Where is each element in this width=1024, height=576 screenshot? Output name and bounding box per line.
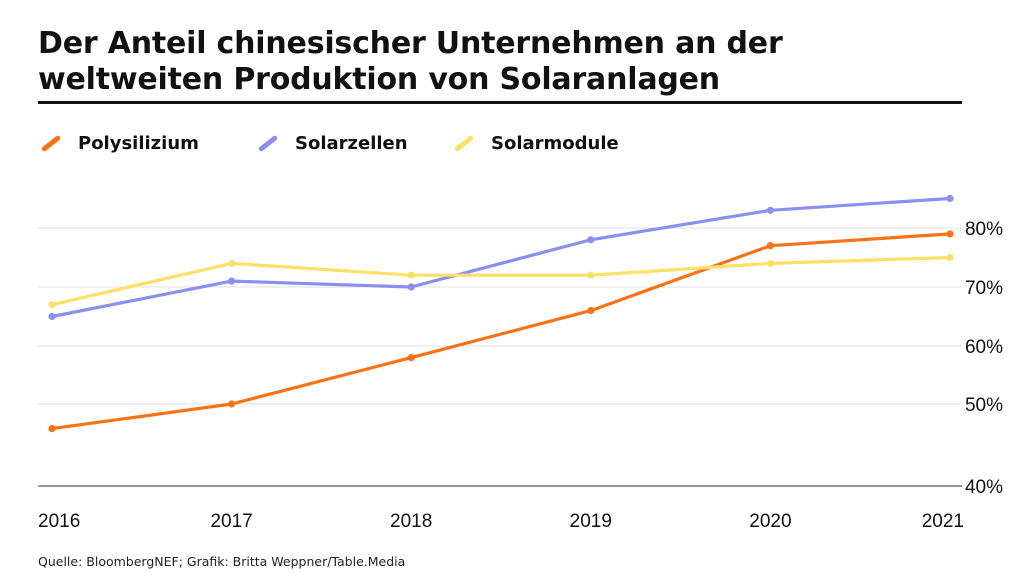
series-polysilizium <box>48 230 954 433</box>
y-tick-label-40: 40% <box>965 477 1003 498</box>
point-solarzellen-2021 <box>946 194 954 203</box>
point-solarmodule-2020 <box>766 259 775 267</box>
x-axis-ticks: 2016 2017 2018 2019 2020 2021 <box>38 511 964 532</box>
line-polysilizium <box>50 232 952 431</box>
y-tick-label-80: 80% <box>965 219 1003 240</box>
line-solarzellen <box>50 196 952 319</box>
point-polysilizium-2020 <box>766 242 775 250</box>
series-solarmodule <box>48 253 954 309</box>
point-solarmodule-2018 <box>407 271 415 279</box>
point-solarmodule-2021 <box>946 253 954 262</box>
point-polysilizium-2016 <box>48 425 56 433</box>
legend: Polysilizium Solarzellen Solarmodule <box>0 127 1024 159</box>
point-polysilizium-2019 <box>587 307 595 315</box>
point-solarmodule-2019 <box>587 271 595 279</box>
y-tick-label-60: 60% <box>965 337 1003 358</box>
point-solarzellen-2016 <box>48 312 56 321</box>
legend-label-solarzellen: Solarzellen <box>295 132 408 154</box>
legend-item-solarmodule: Solarmodule <box>451 127 619 159</box>
x-tick-label-2019: 2019 <box>570 511 612 532</box>
x-tick-label-2016: 2016 <box>38 511 80 532</box>
point-polysilizium-2021 <box>946 230 954 238</box>
series-solarzellen <box>48 194 954 321</box>
point-solarzellen-2020 <box>766 206 775 214</box>
point-solarzellen-2019 <box>587 236 595 244</box>
gridlines <box>38 227 962 487</box>
x-tick-label-2021: 2021 <box>922 511 964 532</box>
title-underline <box>38 101 962 104</box>
y-tick-label-50: 50% <box>965 395 1003 416</box>
x-tick-label-2020: 2020 <box>749 511 791 532</box>
y-tick-label-70: 70% <box>965 278 1003 299</box>
legend-item-polysilizium: Polysilizium <box>38 127 199 159</box>
chart-title: Der Anteil chinesischer Unternehmen an d… <box>38 26 783 97</box>
point-polysilizium-2018 <box>407 354 415 362</box>
legend-label-solarmodule: Solarmodule <box>491 132 619 154</box>
source-note: Quelle: BloombergNEF; Grafik: Britta Wep… <box>38 554 406 569</box>
point-solarmodule-2016 <box>48 301 56 309</box>
series-lines <box>48 194 954 433</box>
x-tick-label-2017: 2017 <box>210 511 252 532</box>
x-tick-label-2018: 2018 <box>390 511 432 532</box>
point-polysilizium-2017 <box>228 400 236 408</box>
legend-item-solarzellen: Solarzellen <box>255 127 408 159</box>
point-solarzellen-2018 <box>407 283 415 291</box>
legend-label-polysilizium: Polysilizium <box>78 132 199 154</box>
point-solarzellen-2017 <box>228 277 236 285</box>
line-solarmodule <box>50 255 952 307</box>
point-solarmodule-2017 <box>228 259 236 267</box>
y-axis-ticks: 40% 50% 60% 70% 80% <box>965 219 1003 498</box>
